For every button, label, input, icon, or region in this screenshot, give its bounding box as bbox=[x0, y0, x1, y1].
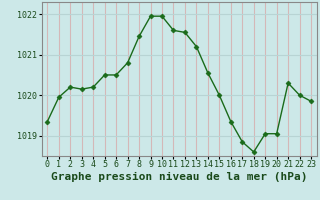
X-axis label: Graphe pression niveau de la mer (hPa): Graphe pression niveau de la mer (hPa) bbox=[51, 172, 308, 182]
